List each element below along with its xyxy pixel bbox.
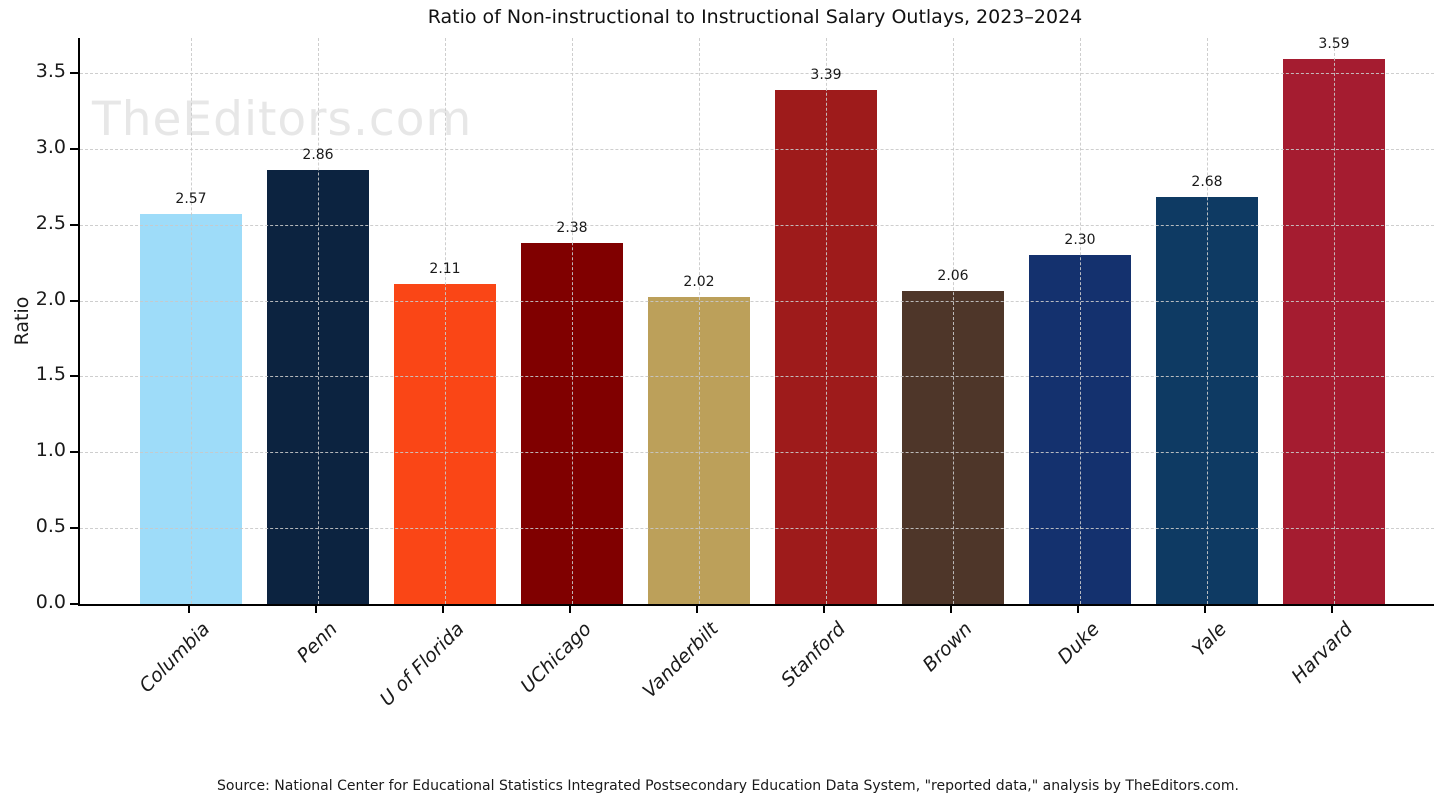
gridline-vertical xyxy=(318,38,319,604)
plot-area: 2.57 2.86 2.11 2.38 2.02 3.39 2.06 2.30 2.68 3.59 xyxy=(78,36,1434,606)
gridline-horizontal xyxy=(80,376,1434,378)
y-tick-label: 0.5 xyxy=(35,515,66,538)
bar-value-label: 3.59 xyxy=(1318,36,1350,53)
watermark: TheEditors.com xyxy=(92,92,473,147)
x-tick-label-brown: Brown xyxy=(918,618,977,677)
x-tick-label-u-of-florida: U of Florida xyxy=(375,618,469,711)
gridline-horizontal xyxy=(80,72,1434,74)
x-tick-mark xyxy=(315,606,317,613)
y-tick-mark xyxy=(70,147,78,150)
y-tick-label: 0.0 xyxy=(35,591,66,613)
y-tick-label: 1.0 xyxy=(35,439,66,462)
gridline-vertical xyxy=(445,38,446,604)
gridline-horizontal xyxy=(80,528,1434,530)
gridline-vertical xyxy=(572,38,573,604)
bar-value-label: 3.39 xyxy=(810,66,842,83)
y-tick-mark xyxy=(70,299,78,302)
bar-value-label: 2.57 xyxy=(175,191,207,208)
bar-value-label: 2.02 xyxy=(683,274,715,291)
x-tick-label-yale: Yale xyxy=(1187,618,1231,661)
x-tick-label-harvard: Harvard xyxy=(1287,618,1358,688)
x-tick-mark xyxy=(1077,606,1079,613)
bar-value-label: 2.86 xyxy=(302,147,334,164)
bar-value-label: 2.30 xyxy=(1064,232,1096,248)
bar-value-label: 2.11 xyxy=(429,260,461,277)
y-tick-mark xyxy=(70,223,78,226)
y-tick-label: 3.5 xyxy=(35,59,66,82)
y-tick-mark xyxy=(70,527,78,530)
x-tick-mark xyxy=(1331,606,1333,613)
gridline-vertical xyxy=(1207,38,1208,604)
x-tick-mark xyxy=(442,606,444,613)
x-tick-label-penn: Penn xyxy=(292,618,342,667)
y-tick-label: 1.5 xyxy=(35,363,66,386)
source-note: Source: National Center for Educational … xyxy=(217,778,1239,794)
x-tick-label-columbia: Columbia xyxy=(135,618,215,697)
gridline-vertical xyxy=(191,38,192,604)
bar-value-label: 2.38 xyxy=(556,219,588,236)
y-tick-label: 3.0 xyxy=(35,135,66,158)
gridline-vertical xyxy=(699,38,700,604)
gridline-horizontal xyxy=(80,300,1434,302)
gridline-vertical xyxy=(953,38,954,604)
y-tick-mark xyxy=(70,603,78,605)
x-tick-mark xyxy=(696,606,698,613)
gridline-vertical xyxy=(826,38,827,604)
x-tick-label-vanderbilt: Vanderbilt xyxy=(638,618,723,703)
y-tick-mark xyxy=(70,375,78,378)
gridline-vertical xyxy=(1334,38,1335,604)
y-tick-mark xyxy=(70,71,78,74)
y-tick-label: 2.0 xyxy=(35,287,66,310)
x-tick-mark xyxy=(823,606,825,613)
gridline-horizontal xyxy=(80,452,1434,454)
chart-title: Ratio of Non-instructional to Instructio… xyxy=(427,6,1083,28)
bar-value-label: 2.68 xyxy=(1191,174,1223,191)
x-tick-mark xyxy=(1204,606,1206,613)
bar-value-label: 2.06 xyxy=(937,268,969,285)
gridline-vertical xyxy=(1080,38,1081,604)
x-tick-mark xyxy=(569,606,571,613)
x-tick-mark xyxy=(950,606,952,613)
x-tick-label-duke: Duke xyxy=(1053,618,1104,669)
y-tick-mark xyxy=(70,451,78,454)
gridline-horizontal xyxy=(80,224,1434,226)
x-tick-mark xyxy=(188,606,190,613)
x-tick-label-uchicago: UChicago xyxy=(516,618,596,698)
gridline-horizontal xyxy=(80,148,1434,150)
x-tick-label-stanford: Stanford xyxy=(776,618,850,692)
y-tick-label: 2.5 xyxy=(35,211,66,234)
